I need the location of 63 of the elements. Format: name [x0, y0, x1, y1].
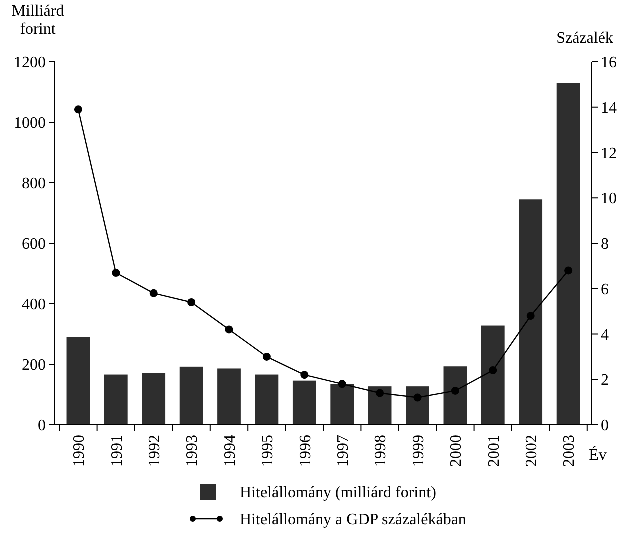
bar [481, 326, 505, 425]
y-tick-label: 1200 [14, 54, 46, 72]
bar [406, 386, 430, 425]
y-tick-label: 1000 [14, 115, 46, 132]
bar [255, 374, 279, 425]
x-axis-title: Év [589, 446, 607, 464]
x-tick-label: 1996 [297, 435, 314, 467]
x-tick-label: 1995 [260, 435, 277, 467]
point [526, 312, 535, 320]
y2-tick-label: 16 [601, 54, 617, 72]
y2-axis-title: Százalék [556, 30, 614, 47]
x-tick-label: 1998 [372, 435, 390, 467]
point [262, 352, 271, 361]
x-tick-label: 1990 [71, 435, 88, 467]
x-tick-label: 2001 [486, 435, 503, 467]
x-tick-label: 2000 [448, 435, 466, 467]
y2-tick-label: 0 [601, 418, 609, 435]
bar [142, 373, 166, 425]
point [225, 326, 234, 334]
y2-tick-label: 6 [601, 281, 609, 298]
y-tick-label: 400 [22, 296, 46, 314]
bar [444, 366, 468, 425]
bar [556, 83, 580, 425]
bar [292, 380, 316, 425]
x-tick-label: 2003 [561, 435, 578, 467]
point [451, 386, 460, 395]
bar [104, 374, 128, 425]
x-tick-label: 1993 [184, 435, 202, 467]
point [112, 268, 120, 277]
y2-tick-label: 10 [601, 190, 617, 208]
y-tick-label: 0 [38, 418, 46, 435]
bar [66, 337, 90, 425]
point [414, 394, 422, 402]
point [150, 289, 158, 298]
legend-label: Hitelállomány a GDP százalékában [240, 512, 466, 529]
x-tick-label: 1994 [222, 435, 239, 467]
point [489, 366, 498, 375]
x-tick-label: 1997 [334, 435, 352, 467]
point [376, 389, 384, 398]
point [188, 298, 196, 306]
y-tick-label: 600 [22, 236, 46, 254]
bar [330, 384, 354, 425]
legend-label: Hitelállomány (milliárd forint) [240, 484, 436, 502]
point [564, 266, 573, 275]
point [74, 106, 82, 114]
bar [368, 386, 392, 425]
bar [180, 366, 204, 425]
x-tick-label: 1999 [410, 435, 428, 467]
bar [218, 368, 241, 425]
y2-tick-label: 2 [601, 372, 609, 390]
x-tick-label: 2002 [523, 435, 540, 467]
y2-tick-label: 8 [601, 236, 609, 254]
x-tick-label: 1991 [108, 435, 126, 467]
y-axis-title: Milliárd forint [12, 3, 64, 38]
point [338, 380, 346, 388]
point [300, 371, 309, 380]
y2-tick-label: 14 [601, 100, 617, 117]
y2-tick-label: 12 [601, 145, 617, 162]
y-tick-label: 200 [22, 357, 46, 374]
y-tick-label: 800 [22, 176, 46, 193]
bar [519, 200, 543, 425]
x-tick-label: 1992 [146, 435, 164, 467]
y2-tick-label: 4 [601, 326, 609, 344]
